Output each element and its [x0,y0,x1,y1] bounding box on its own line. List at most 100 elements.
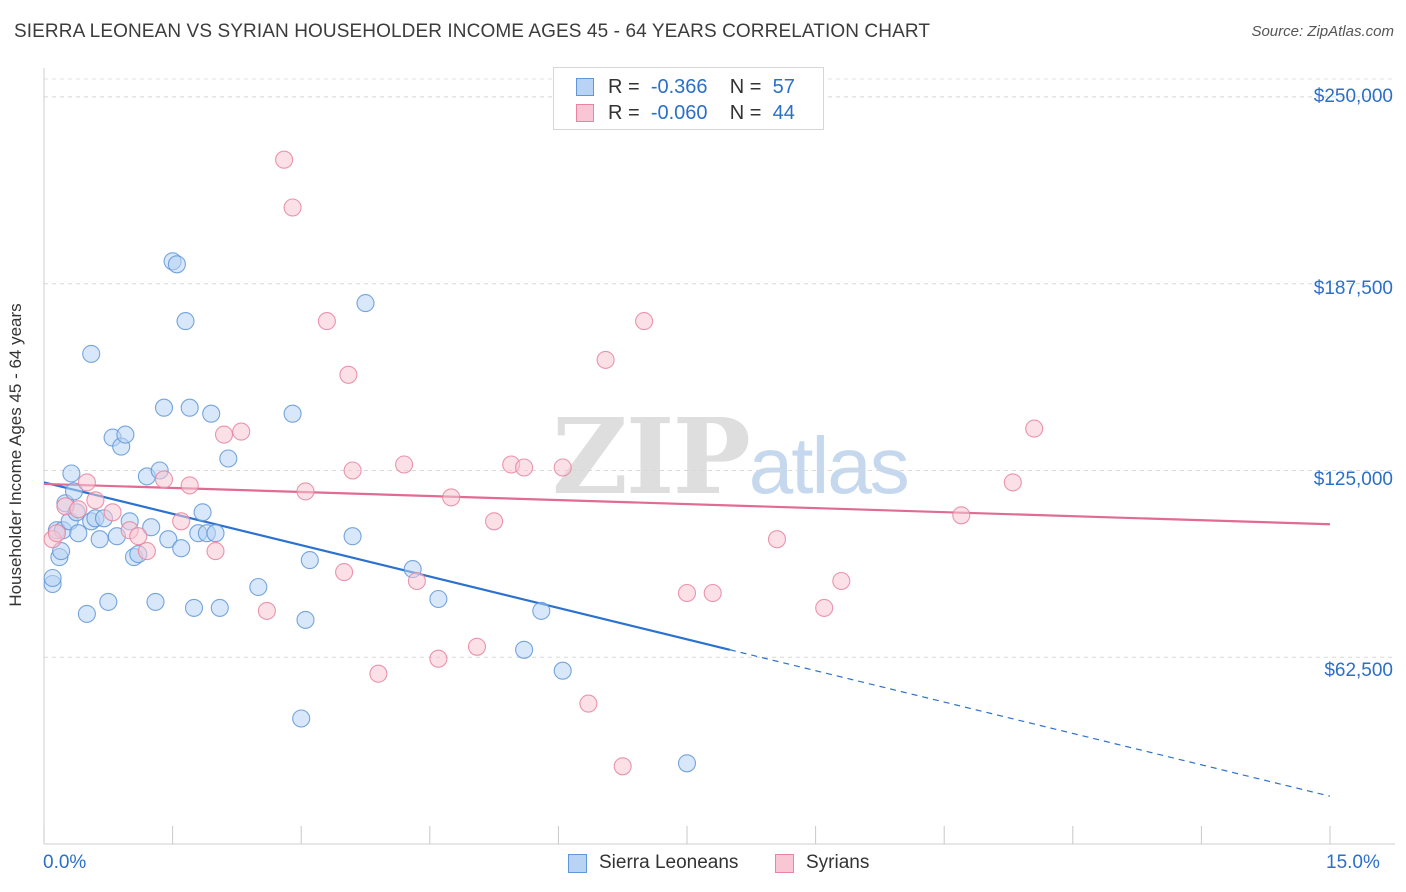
legend-r-value: -0.366 [650,76,708,98]
point-sierra-leonean [176,312,195,331]
point-syrian [180,476,199,495]
trend-line-sierra-leoneans [43,481,731,651]
point-sierra-leonean [82,344,101,363]
point-syrian [677,583,697,603]
point-syrian [596,350,615,369]
chart-title: SIERRA LEONEAN VS SYRIAN HOUSEHOLDER INC… [14,21,931,42]
bottom-legend-swatch-pink [775,854,794,873]
point-syrian [407,571,426,591]
point-syrian [635,312,654,331]
point-sierra-leonean [515,640,534,659]
point-syrian [952,506,971,525]
point-sierra-leonean [429,589,448,609]
point-syrian [703,583,722,603]
grid-lines [44,78,1395,658]
point-sierra-leonean [90,530,109,549]
trend-lines [43,481,1331,797]
point-syrian [137,542,156,561]
legend-swatch-pink [576,104,594,122]
point-syrian [296,482,315,501]
point-syrian [553,458,572,477]
legend-r-label: R = [608,76,640,98]
point-syrian [283,198,302,217]
point-sierra-leonean [296,610,315,629]
legend-n-label: N = [729,76,762,98]
legend-n-value: 44 [772,102,795,124]
point-syrian [206,542,225,561]
point-syrian [47,524,66,543]
y-tick-label-187500: $187,500 [1313,278,1393,299]
point-syrian [515,458,534,477]
source-label: Source: ZipAtlas.com [1251,23,1394,40]
point-syrian [767,530,787,549]
trend-line-syrians [43,482,1331,526]
data-points [43,150,1044,776]
point-sierra-leonean [184,598,204,617]
point-syrian [339,365,358,384]
point-syrian [467,637,487,656]
point-syrian [77,473,96,492]
point-sierra-leonean [43,568,62,588]
point-sierra-leonean [283,404,302,423]
point-syrian [214,425,234,444]
point-syrian [335,563,354,582]
point-sierra-leonean [62,464,81,483]
point-sierra-leonean [167,255,186,274]
point-sierra-leonean [532,601,551,620]
watermark: ZIPatlas [552,395,910,518]
point-syrian [69,500,88,519]
legend-n-value: 57 [772,76,795,98]
point-sierra-leonean [206,524,225,543]
point-sierra-leonean [210,598,229,617]
point-syrian [579,694,598,713]
point-syrian [275,150,294,169]
point-syrian [1025,419,1044,438]
point-syrian [129,527,148,546]
point-syrian [442,488,461,507]
point-sierra-leonean [142,518,161,537]
point-syrian [257,601,276,620]
legend-swatch-blue [576,78,594,96]
point-sierra-leonean [64,482,84,501]
point-sierra-leonean [77,604,96,623]
point-sierra-leonean [172,539,191,558]
point-syrian [613,757,632,776]
point-syrian [815,598,834,617]
point-syrian [485,512,504,531]
point-sierra-leonean [69,524,88,543]
point-sierra-leonean [146,592,165,611]
point-sierra-leonean [553,661,572,680]
point-syrian [317,312,336,331]
point-sierra-leonean [99,592,118,611]
point-sierra-leonean [292,709,311,728]
x-tick-label-max: 15.0% [1326,852,1380,873]
trend-line-sierra-leoneans-extrapolated [729,649,1331,797]
point-sierra-leonean [677,754,697,773]
point-sierra-leonean [219,449,238,468]
watermark-zip: ZIP [552,395,751,518]
point-sierra-leonean [154,398,174,417]
point-syrian [154,470,174,489]
y-axis-title-wrap: Householder Income Ages 45 - 64 years [6,303,36,606]
point-sierra-leonean [356,294,375,313]
point-sierra-leonean [300,551,319,570]
legend-r-value: -0.060 [650,102,708,124]
point-sierra-leonean [202,404,221,423]
point-syrian [395,455,414,474]
point-sierra-leonean [159,530,178,549]
point-sierra-leonean [249,577,268,597]
point-syrian [369,664,388,683]
point-syrian [86,491,105,510]
y-axis-title: Householder Income Ages 45 - 64 years [6,303,25,607]
point-sierra-leonean [116,425,135,444]
x-tick-label-min: 0.0% [43,852,87,873]
point-sierra-leonean [343,527,362,546]
point-syrian [1003,473,1022,492]
point-sierra-leonean [180,398,199,417]
y-tick-label-125000: $125,000 [1313,469,1393,490]
point-syrian [429,649,448,668]
correlation-legend: R = -0.366 N = 57 R = -0.060 N = 44 [553,67,824,130]
legend-n-label: N = [729,102,762,124]
y-tick-label-62500: $62,500 [1324,660,1393,681]
